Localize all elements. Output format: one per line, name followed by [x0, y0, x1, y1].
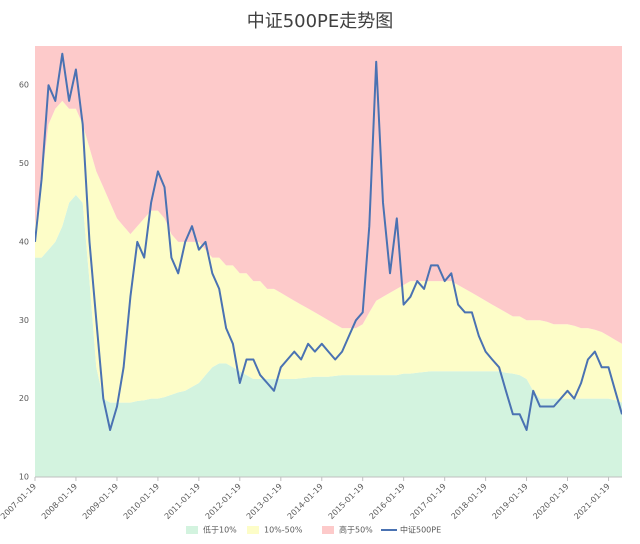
- x-tick-label: 2007-01-19: [0, 482, 38, 521]
- x-tick-label: 2013-01-19: [245, 482, 284, 521]
- x-tick-label: 2009-01-19: [81, 482, 120, 521]
- plot-area: [35, 46, 622, 477]
- chart-title: 中证500PE走势图: [247, 11, 394, 32]
- y-tick-label: 10: [19, 473, 29, 482]
- legend-label: 中证500PE: [400, 525, 441, 535]
- legend-label: 低于10%: [203, 525, 237, 535]
- area: [35, 46, 622, 344]
- legend-swatch: [186, 526, 198, 534]
- x-tick-label: 2014-01-19: [286, 482, 325, 521]
- x-tick-label: 2012-01-19: [204, 482, 243, 521]
- x-tick-label: 2008-01-19: [40, 482, 79, 521]
- x-tick-label: 2011-01-19: [163, 482, 202, 521]
- x-tick-label: 2010-01-19: [122, 482, 161, 521]
- x-tick-label: 2017-01-19: [409, 482, 448, 521]
- legend-swatch: [322, 526, 334, 534]
- legend-label: 10%-50%: [264, 526, 303, 535]
- x-tick-label: 2019-01-19: [490, 482, 529, 521]
- y-tick-label: 30: [19, 316, 29, 325]
- legend-swatch: [247, 526, 259, 534]
- x-tick-label: 2015-01-19: [327, 482, 366, 521]
- x-tick-label: 2016-01-19: [368, 482, 407, 521]
- y-tick-label: 60: [19, 81, 29, 90]
- line: [35, 52, 622, 431]
- x-tick-label: 2021-01-19: [572, 482, 611, 521]
- y-tick-label: 40: [19, 237, 29, 246]
- x-tick-label: 2020-01-19: [531, 482, 570, 521]
- x-tick-label: 2018-01-19: [450, 482, 489, 521]
- y-tick-label: 20: [19, 394, 29, 403]
- area: [35, 194, 622, 477]
- legend-label: 高于50%: [339, 525, 373, 535]
- y-tick-label: 50: [19, 159, 29, 168]
